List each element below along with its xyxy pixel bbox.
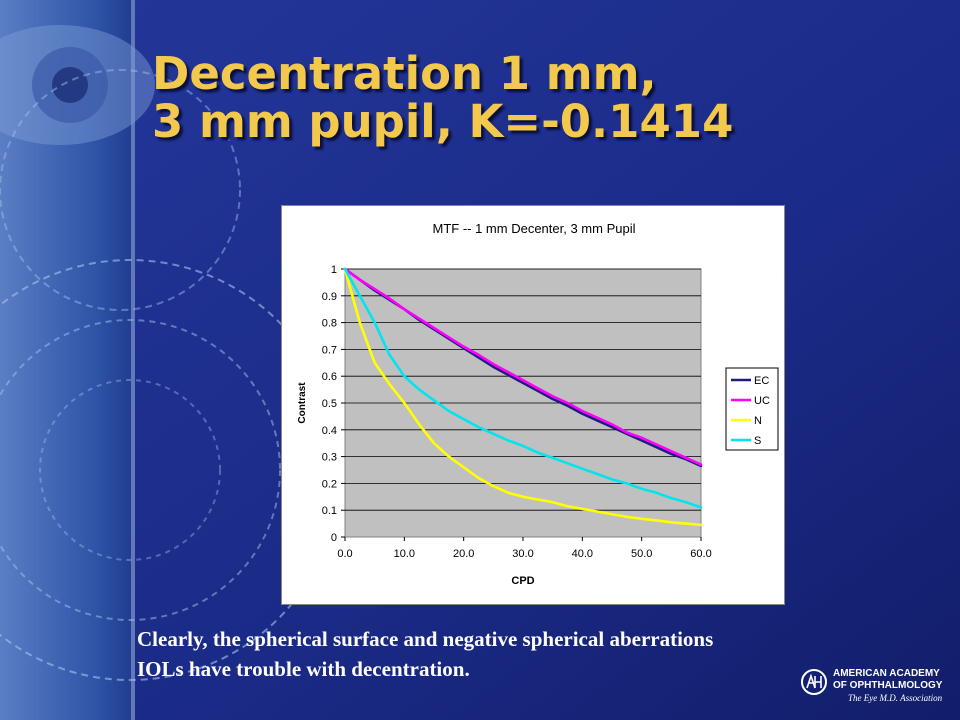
series-line-uc	[343, 267, 703, 466]
legend	[725, 367, 779, 451]
mtf-chart: MTF -- 1 mm Decenter, 3 mm Pupil 0 0.1 0.2 0…	[281, 205, 785, 605]
y-tick-label: 1	[331, 264, 337, 276]
logo-tagline: The Eye M.D. Association	[848, 693, 943, 703]
slide-title: Decentration 1 mm, 3 mm pupil, K=-0.1414	[152, 50, 733, 146]
decorative-eye-panel	[0, 0, 341, 720]
x-tick-label: 10.0	[394, 548, 415, 560]
y-tick-label: 0.9	[322, 291, 337, 303]
title-line-1: Decentration 1 mm,	[152, 47, 657, 100]
x-tick-label: 20.0	[453, 548, 474, 560]
logo-line-1: AMERICAN ACADEMY	[833, 668, 940, 679]
y-tick-label: 0.5	[322, 398, 337, 410]
title-line-2: 3 mm pupil, K=-0.1414	[152, 95, 734, 148]
x-tick-label: 30.0	[512, 548, 533, 560]
x-tick-label: 50.0	[631, 548, 652, 560]
legend-label-ec: EC	[754, 375, 769, 387]
y-tick-label: 0.4	[322, 425, 337, 437]
y-axis-label: Contrast	[297, 382, 308, 424]
y-tick-label: 0	[331, 532, 337, 544]
legend-label-n: N	[754, 415, 762, 427]
y-tick-label: 0.2	[322, 478, 337, 490]
x-axis-label: CPD	[511, 575, 534, 587]
y-tick-label: 0.1	[322, 505, 337, 517]
y-tick-label: 0.3	[322, 452, 337, 464]
aao-logo: AMERICAN ACADEMY OF OPHTHALMOLOGY The Ey…	[800, 666, 950, 710]
slide-caption: Clearly, the spherical surface and negat…	[137, 624, 937, 684]
x-tick-label: 0.0	[337, 548, 352, 560]
legend-label-s: S	[754, 435, 761, 447]
caption-line-2: IOLs have trouble with decentration.	[137, 657, 470, 681]
x-tick-label: 40.0	[572, 548, 593, 560]
logo-line-2: OF OPHTHALMOLOGY	[833, 680, 943, 691]
y-tick-label: 0.6	[322, 371, 337, 383]
aao-monogram-icon	[801, 669, 827, 695]
caption-line-1: Clearly, the spherical surface and negat…	[137, 627, 714, 651]
chart-title: MTF -- 1 mm Decenter, 3 mm Pupil	[433, 221, 636, 236]
series-line-s	[343, 267, 703, 509]
y-tick-label: 0.7	[322, 344, 337, 356]
series-line-n	[343, 267, 703, 527]
x-tick-label: 60.0	[690, 548, 711, 560]
legend-label-uc: UC	[754, 395, 770, 407]
mtf-chart-svg: MTF -- 1 mm Decenter, 3 mm Pupil 0 0.1 0.2 0…	[297, 221, 779, 587]
y-tick-label: 0.8	[322, 318, 337, 330]
